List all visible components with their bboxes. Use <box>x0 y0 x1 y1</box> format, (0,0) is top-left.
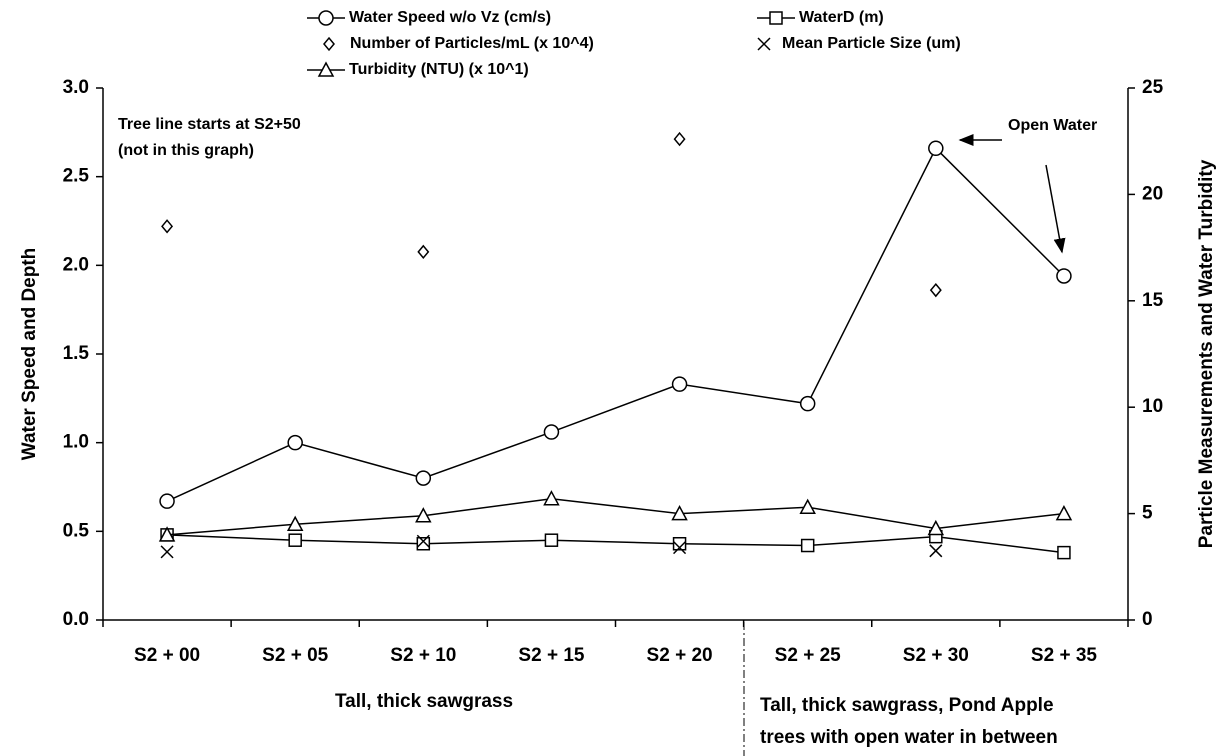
y-tick-label: 3.0 <box>63 77 89 98</box>
y-tick-label: 1.5 <box>63 343 90 364</box>
y2-tick-label: 15 <box>1142 290 1164 311</box>
x-tick-label: S2 + 00 <box>134 645 200 666</box>
x-tick-label: S2 + 20 <box>647 645 713 666</box>
legend-marker <box>317 61 335 77</box>
y-tick-label: 2.5 <box>63 166 90 187</box>
data-point <box>672 536 687 551</box>
y2-tick-label: 20 <box>1142 183 1163 204</box>
legend-label: Number of Particles/mL (x 10^4) <box>350 35 594 52</box>
legend-marker <box>318 10 334 26</box>
group-label: trees with open water in between <box>760 727 1058 748</box>
data-point <box>671 505 688 521</box>
series-line <box>166 147 1065 502</box>
legend-label: Turbidity (NTU) (x 10^1) <box>349 61 529 78</box>
data-point <box>159 493 175 509</box>
data-point <box>416 536 431 551</box>
y2-axis-title: Particle Measurements and Water Turbidit… <box>1196 159 1217 548</box>
data-point <box>1056 268 1072 284</box>
series-line <box>167 497 1065 536</box>
annotation: (not in this graph) <box>118 142 254 159</box>
y2-tick-label: 0 <box>1142 609 1153 630</box>
data-point <box>286 515 304 531</box>
data-point <box>927 519 945 536</box>
series-line <box>167 534 1065 554</box>
data-point <box>416 534 430 548</box>
data-point <box>543 490 560 506</box>
x-tick-label: S2 + 25 <box>775 645 841 666</box>
data-point <box>799 395 816 412</box>
data-point <box>799 498 816 514</box>
y-axis-title: Water Speed and Depth <box>19 248 40 461</box>
annotation: Tree line starts at S2+50 <box>118 116 301 133</box>
group-label: Tall, thick sawgrass <box>335 691 513 712</box>
legend-label: Mean Particle Size (um) <box>782 35 961 52</box>
x-tick-label: S2 + 30 <box>903 645 969 666</box>
y2-tick-label: 10 <box>1142 396 1163 417</box>
data-point <box>160 545 174 559</box>
data-point <box>543 424 560 440</box>
arrow <box>1045 164 1066 254</box>
group-label: Tall, thick sawgrass, Pond Apple <box>760 695 1054 716</box>
legend-label: WaterD (m) <box>799 9 884 26</box>
data-point <box>415 470 432 486</box>
data-point <box>1057 545 1071 560</box>
annotation: Open Water <box>1008 117 1097 134</box>
y-tick-label: 2.0 <box>63 254 89 275</box>
data-point <box>1055 505 1073 521</box>
data-point <box>673 131 686 147</box>
data-point <box>671 376 688 392</box>
legend-label: Water Speed w/o Vz (cm/s) <box>349 9 551 26</box>
data-point <box>544 533 559 547</box>
data-point <box>929 282 942 298</box>
data-point <box>673 541 687 555</box>
data-point <box>800 538 815 553</box>
legend-marker <box>757 37 771 51</box>
data-point <box>929 544 943 558</box>
legend-marker <box>769 11 783 25</box>
data-point <box>415 507 432 523</box>
x-tick-label: S2 + 15 <box>518 645 584 666</box>
x-tick-label: S2 + 05 <box>262 645 328 666</box>
data-point <box>158 526 176 542</box>
legend-marker <box>323 36 335 52</box>
data-point <box>928 140 944 157</box>
data-point <box>161 219 174 234</box>
x-tick-label: S2 + 35 <box>1031 645 1097 666</box>
x-tick-label: S2 + 10 <box>390 645 456 666</box>
y-tick-label: 0.5 <box>63 520 90 541</box>
y2-tick-label: 5 <box>1142 503 1153 524</box>
data-point <box>287 434 303 451</box>
y2-tick-label: 25 <box>1142 77 1164 98</box>
data-point <box>417 244 430 260</box>
data-point <box>288 533 302 547</box>
y-tick-label: 1.0 <box>63 432 89 453</box>
y-tick-label: 0.0 <box>63 609 89 630</box>
